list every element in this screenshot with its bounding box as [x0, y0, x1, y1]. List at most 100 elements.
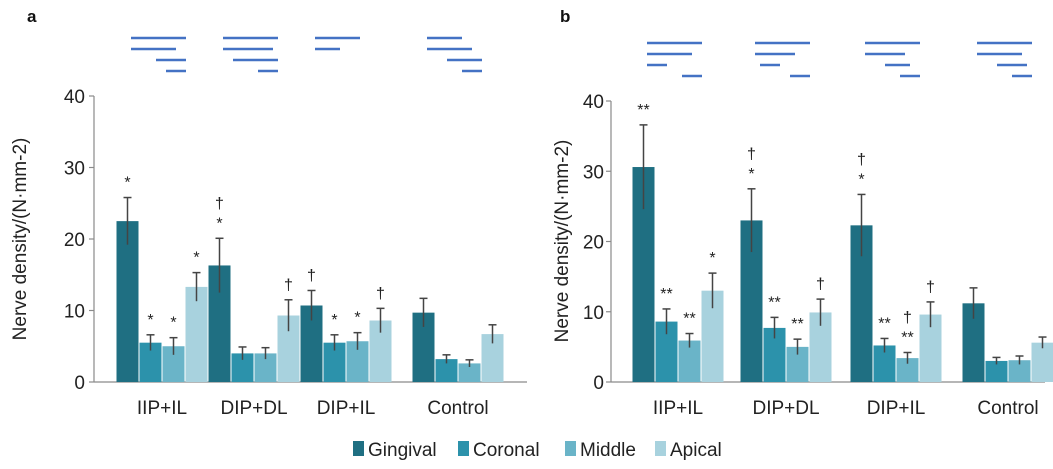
category-label: IIP+IL: [653, 398, 703, 419]
bar: [231, 353, 254, 382]
panel-label: a: [27, 7, 37, 26]
bar: [786, 346, 809, 382]
significance-mark: *: [124, 175, 130, 192]
bar: [300, 305, 323, 382]
schematic-icon: [977, 41, 1032, 78]
bar: [346, 341, 369, 382]
bar-group: * * * *: [116, 175, 208, 382]
y-tick-label: 40: [64, 87, 85, 108]
significance-mark: **: [768, 294, 780, 311]
schematic-icon: [647, 41, 702, 78]
significance-mark: **: [683, 311, 695, 328]
bar: [678, 340, 701, 382]
bar: [1031, 342, 1053, 382]
bar: [896, 358, 919, 382]
bar-group: * † ** ** †: [740, 146, 832, 382]
schematic-icon: [315, 36, 360, 51]
significance-mark: *: [147, 312, 153, 329]
legend-label: Middle: [580, 440, 636, 461]
y-tick-label: 10: [64, 302, 85, 323]
bar: [116, 221, 139, 382]
significance-mark: †: [903, 309, 912, 326]
significance-mark: *: [748, 166, 754, 183]
bar: [435, 359, 458, 382]
bar: [1008, 360, 1031, 382]
legend-swatch: [458, 441, 469, 456]
schematic-icon: [427, 36, 482, 73]
bar-group: * † ** ** † †: [850, 151, 942, 382]
y-tick-label: 30: [64, 159, 85, 180]
bar: [850, 225, 873, 382]
bar-group: † * * †: [300, 267, 392, 382]
bar: [369, 320, 392, 382]
category-label: DIP+DL: [220, 398, 287, 419]
legend-label: Gingival: [368, 440, 437, 461]
bar: [185, 286, 208, 382]
y-tick-label: 0: [593, 373, 604, 394]
legend-item: Gingival: [353, 440, 437, 461]
category-label: Control: [977, 398, 1038, 419]
significance-mark: †: [376, 285, 385, 302]
bar: [873, 345, 896, 382]
significance-mark: **: [878, 315, 890, 332]
bar-group: [962, 287, 1053, 382]
significance-mark: *: [216, 215, 222, 232]
significance-mark: †: [747, 146, 756, 163]
legend-label: Apical: [670, 440, 722, 461]
bar: [277, 315, 300, 382]
category-label: Control: [427, 398, 488, 419]
category-label: DIP+IL: [867, 398, 926, 419]
bar: [139, 342, 162, 382]
bar: [208, 265, 231, 382]
category-label: DIP+DL: [752, 398, 819, 419]
bar: [632, 167, 655, 382]
category-label: DIP+IL: [317, 398, 376, 419]
bar: [655, 321, 678, 382]
panel-a: a 0 10 20 30 40 Nerve density/(N·mm-2) * * * * IIP+…: [10, 7, 527, 419]
y-tick-label: 30: [583, 162, 604, 183]
bar: [701, 290, 724, 382]
significance-mark: **: [791, 316, 803, 333]
y-tick-label: 20: [64, 230, 85, 251]
bar: [962, 303, 985, 382]
bar-group: * † †: [208, 195, 300, 382]
y-axis-title: Nerve density/(N·mm-2): [552, 140, 573, 343]
schematic-icon: [223, 36, 278, 73]
legend-swatch: [565, 441, 576, 456]
bar: [162, 346, 185, 382]
legend-item: Middle: [565, 440, 636, 461]
significance-mark: *: [354, 310, 360, 327]
y-tick-label: 20: [583, 233, 604, 254]
y-tick-label: 0: [74, 373, 85, 394]
bar: [763, 327, 786, 382]
legend-swatch: [353, 441, 364, 456]
bar-group: [412, 297, 504, 382]
legend: Gingival Coronal Middle Apical: [353, 440, 722, 461]
bar: [458, 363, 481, 382]
significance-mark: †: [857, 151, 866, 168]
legend-label: Coronal: [473, 440, 540, 461]
significance-mark: **: [637, 102, 649, 119]
y-tick-label: 10: [583, 303, 604, 324]
bar: [254, 353, 277, 382]
significance-mark: †: [284, 277, 293, 294]
bar: [985, 360, 1008, 382]
schematic-icon: [755, 41, 810, 78]
legend-item: Apical: [655, 440, 722, 461]
bar: [740, 220, 763, 382]
category-label: IIP+IL: [137, 398, 187, 419]
bar: [323, 342, 346, 382]
bar: [919, 314, 942, 382]
legend-swatch: [655, 441, 666, 456]
legend-item: Coronal: [458, 440, 540, 461]
significance-mark: *: [709, 250, 715, 267]
schematic-icon: [131, 36, 186, 73]
significance-mark: **: [660, 286, 672, 303]
y-axis-title: Nerve density/(N·mm-2): [10, 138, 31, 341]
panel-label: b: [560, 7, 570, 26]
bar-group: *******: [632, 102, 724, 382]
significance-mark: *: [170, 315, 176, 332]
